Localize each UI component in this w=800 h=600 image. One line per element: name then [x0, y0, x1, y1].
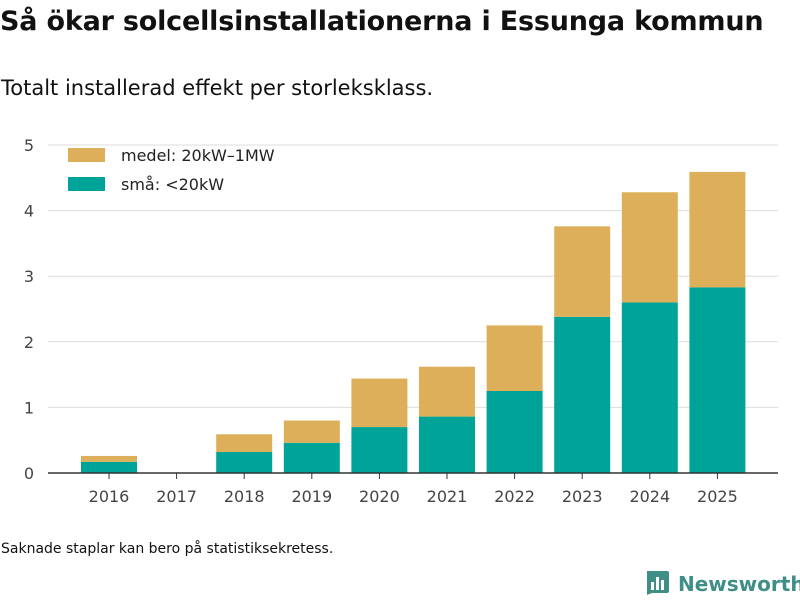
- bars: [81, 171, 746, 473]
- x-tick-label: 2016: [89, 487, 130, 506]
- x-tick-label: 2022: [494, 487, 535, 506]
- y-tick-label: 5: [24, 136, 34, 155]
- bar-medel-2023: [554, 226, 611, 317]
- chart-subtitle: Totalt installerad effekt per storlekskl…: [1, 76, 434, 100]
- x-tick-label: 2020: [359, 487, 400, 506]
- x-tick-label: 2024: [629, 487, 670, 506]
- bar-medel-2020: [351, 378, 408, 428]
- bar-medel-2024: [621, 192, 678, 303]
- y-tick-label: 3: [24, 267, 34, 286]
- y-tick-label: 2: [24, 333, 34, 352]
- bar-medel-2021: [419, 366, 475, 417]
- legend-label-sma: små: <20kW: [121, 175, 224, 194]
- y-tick-label: 4: [24, 202, 34, 221]
- y-axis-ticks: 0 1 2 3 4 5: [24, 136, 34, 483]
- x-tick-label: 2017: [156, 487, 197, 506]
- bar-sma-2020: [351, 427, 408, 473]
- bar-medel-2025: [689, 171, 746, 288]
- x-tick-label: 2025: [697, 487, 738, 506]
- bar-medel-2018: [216, 434, 273, 453]
- y-tick-label: 0: [24, 464, 34, 483]
- bar-sma-2022: [486, 391, 543, 473]
- footnote: Saknade staplar kan bero på statistiksek…: [1, 541, 334, 557]
- bar-medel-2022: [486, 325, 543, 391]
- bar-sma-2019: [283, 442, 340, 473]
- y-tick-label: 1: [24, 398, 34, 417]
- legend-swatch-medel: [68, 148, 105, 162]
- x-tick-label: 2019: [291, 487, 332, 506]
- legend-label-medel: medel: 20kW–1MW: [121, 146, 275, 165]
- x-tick-label: 2018: [224, 487, 265, 506]
- bar-chart-logo-icon: [644, 569, 670, 599]
- bar-medel-2016: [81, 455, 137, 462]
- brand-logo[interactable]: Newsworthy: [644, 569, 800, 599]
- legend-swatch-sma: [68, 177, 105, 191]
- x-tick-label: 2023: [562, 487, 603, 506]
- bar-sma-2024: [621, 302, 678, 473]
- bar-medel-2019: [283, 420, 340, 443]
- x-tick-label: 2021: [427, 487, 468, 506]
- bar-sma-2018: [216, 452, 273, 473]
- bar-sma-2016: [81, 461, 137, 473]
- bar-sma-2021: [419, 416, 475, 473]
- bar-sma-2025: [689, 287, 746, 473]
- legend: medel: 20kW–1MW små: <20kW: [68, 146, 275, 194]
- bar-sma-2023: [554, 316, 611, 473]
- brand-name: Newsworthy: [678, 572, 800, 596]
- x-axis-ticks: 2016 2017 2018 2019 2020 2021 2022 2023 2024 2025: [89, 473, 738, 506]
- chart-title: Så ökar solcellsinstallationerna i Essun…: [0, 6, 764, 37]
